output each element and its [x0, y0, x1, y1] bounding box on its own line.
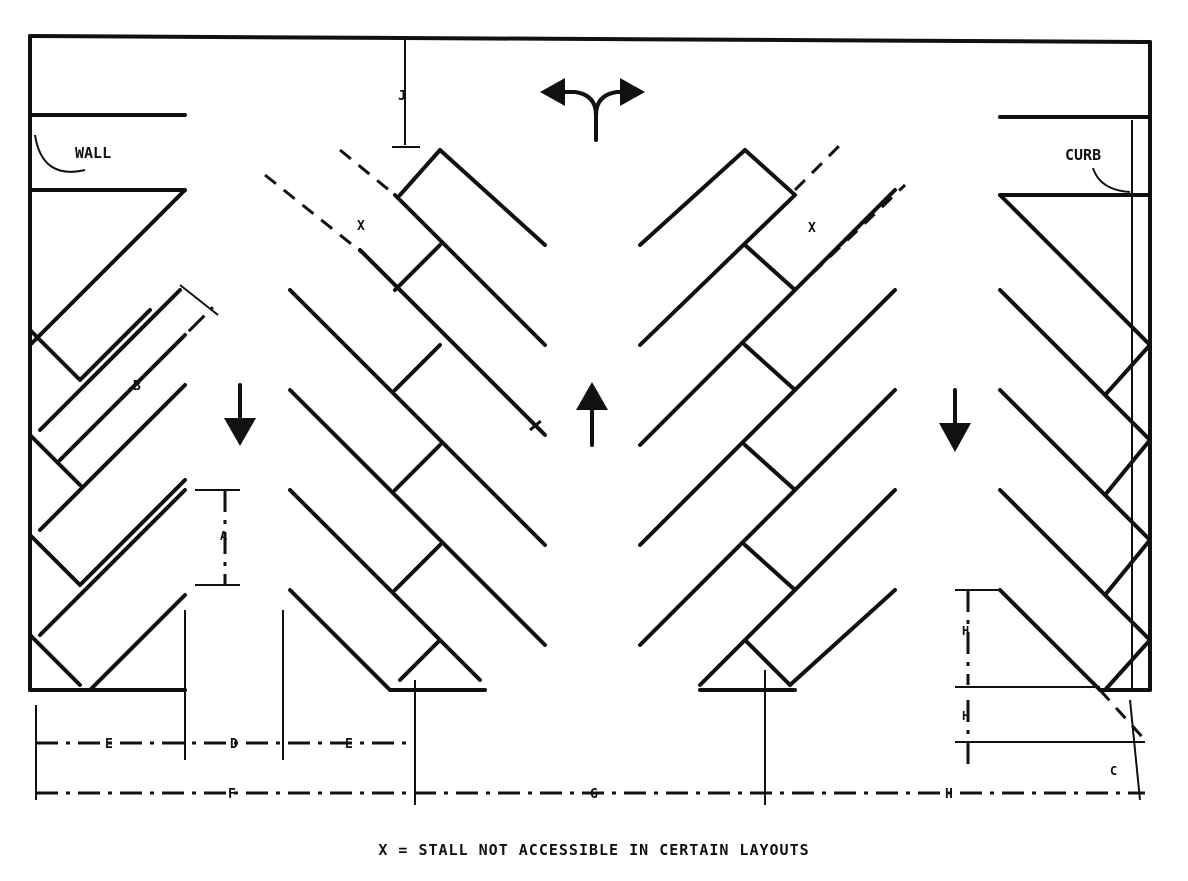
dimension-label-b: B	[133, 379, 141, 394]
dimension-top-gap: J	[392, 40, 420, 148]
two-way-arrow-icon	[540, 78, 645, 142]
dimension-label-h-upper: H	[962, 624, 969, 638]
dimension-label-d: D	[230, 737, 238, 752]
curb-leader	[1092, 167, 1131, 193]
lot-boundary	[28, 34, 1152, 692]
dimension-label-c: C	[1110, 764, 1117, 778]
dimension-label-a: A	[220, 529, 228, 543]
bottom-dimensions: E D E F G H	[35, 610, 1145, 805]
footnote: X = STALL NOT ACCESSIBLE IN CERTAIN LAYO…	[378, 841, 809, 859]
up-arrow-icon	[576, 382, 608, 447]
stall-row-right-center	[638, 143, 907, 692]
dimension-label-j: J	[398, 89, 406, 104]
down-arrow-icon	[224, 383, 256, 446]
dimension-label-h: H	[945, 787, 953, 802]
stall-marker-right: X	[808, 221, 816, 236]
dimension-left-vertical: A	[195, 489, 240, 586]
stall-row-left	[28, 188, 187, 692]
wall-label: WALL	[75, 144, 111, 162]
dimension-label-e1: E	[105, 737, 113, 752]
curb-label: CURB	[1065, 146, 1101, 164]
down-arrow-icon	[939, 388, 971, 452]
dimension-label-e2: E	[345, 737, 353, 752]
dimension-label-f: F	[228, 787, 236, 802]
wall-leader	[34, 134, 86, 173]
stall-row-left-center	[264, 148, 549, 692]
dimension-label-h-lower: H	[962, 709, 969, 723]
stall-row-right	[998, 193, 1152, 692]
dimension-right-vertical: H H C	[955, 589, 1147, 801]
dimension-label-g: G	[590, 787, 598, 802]
dimension-stall-length: B	[68, 284, 219, 452]
stall-marker-left: X	[357, 219, 365, 234]
